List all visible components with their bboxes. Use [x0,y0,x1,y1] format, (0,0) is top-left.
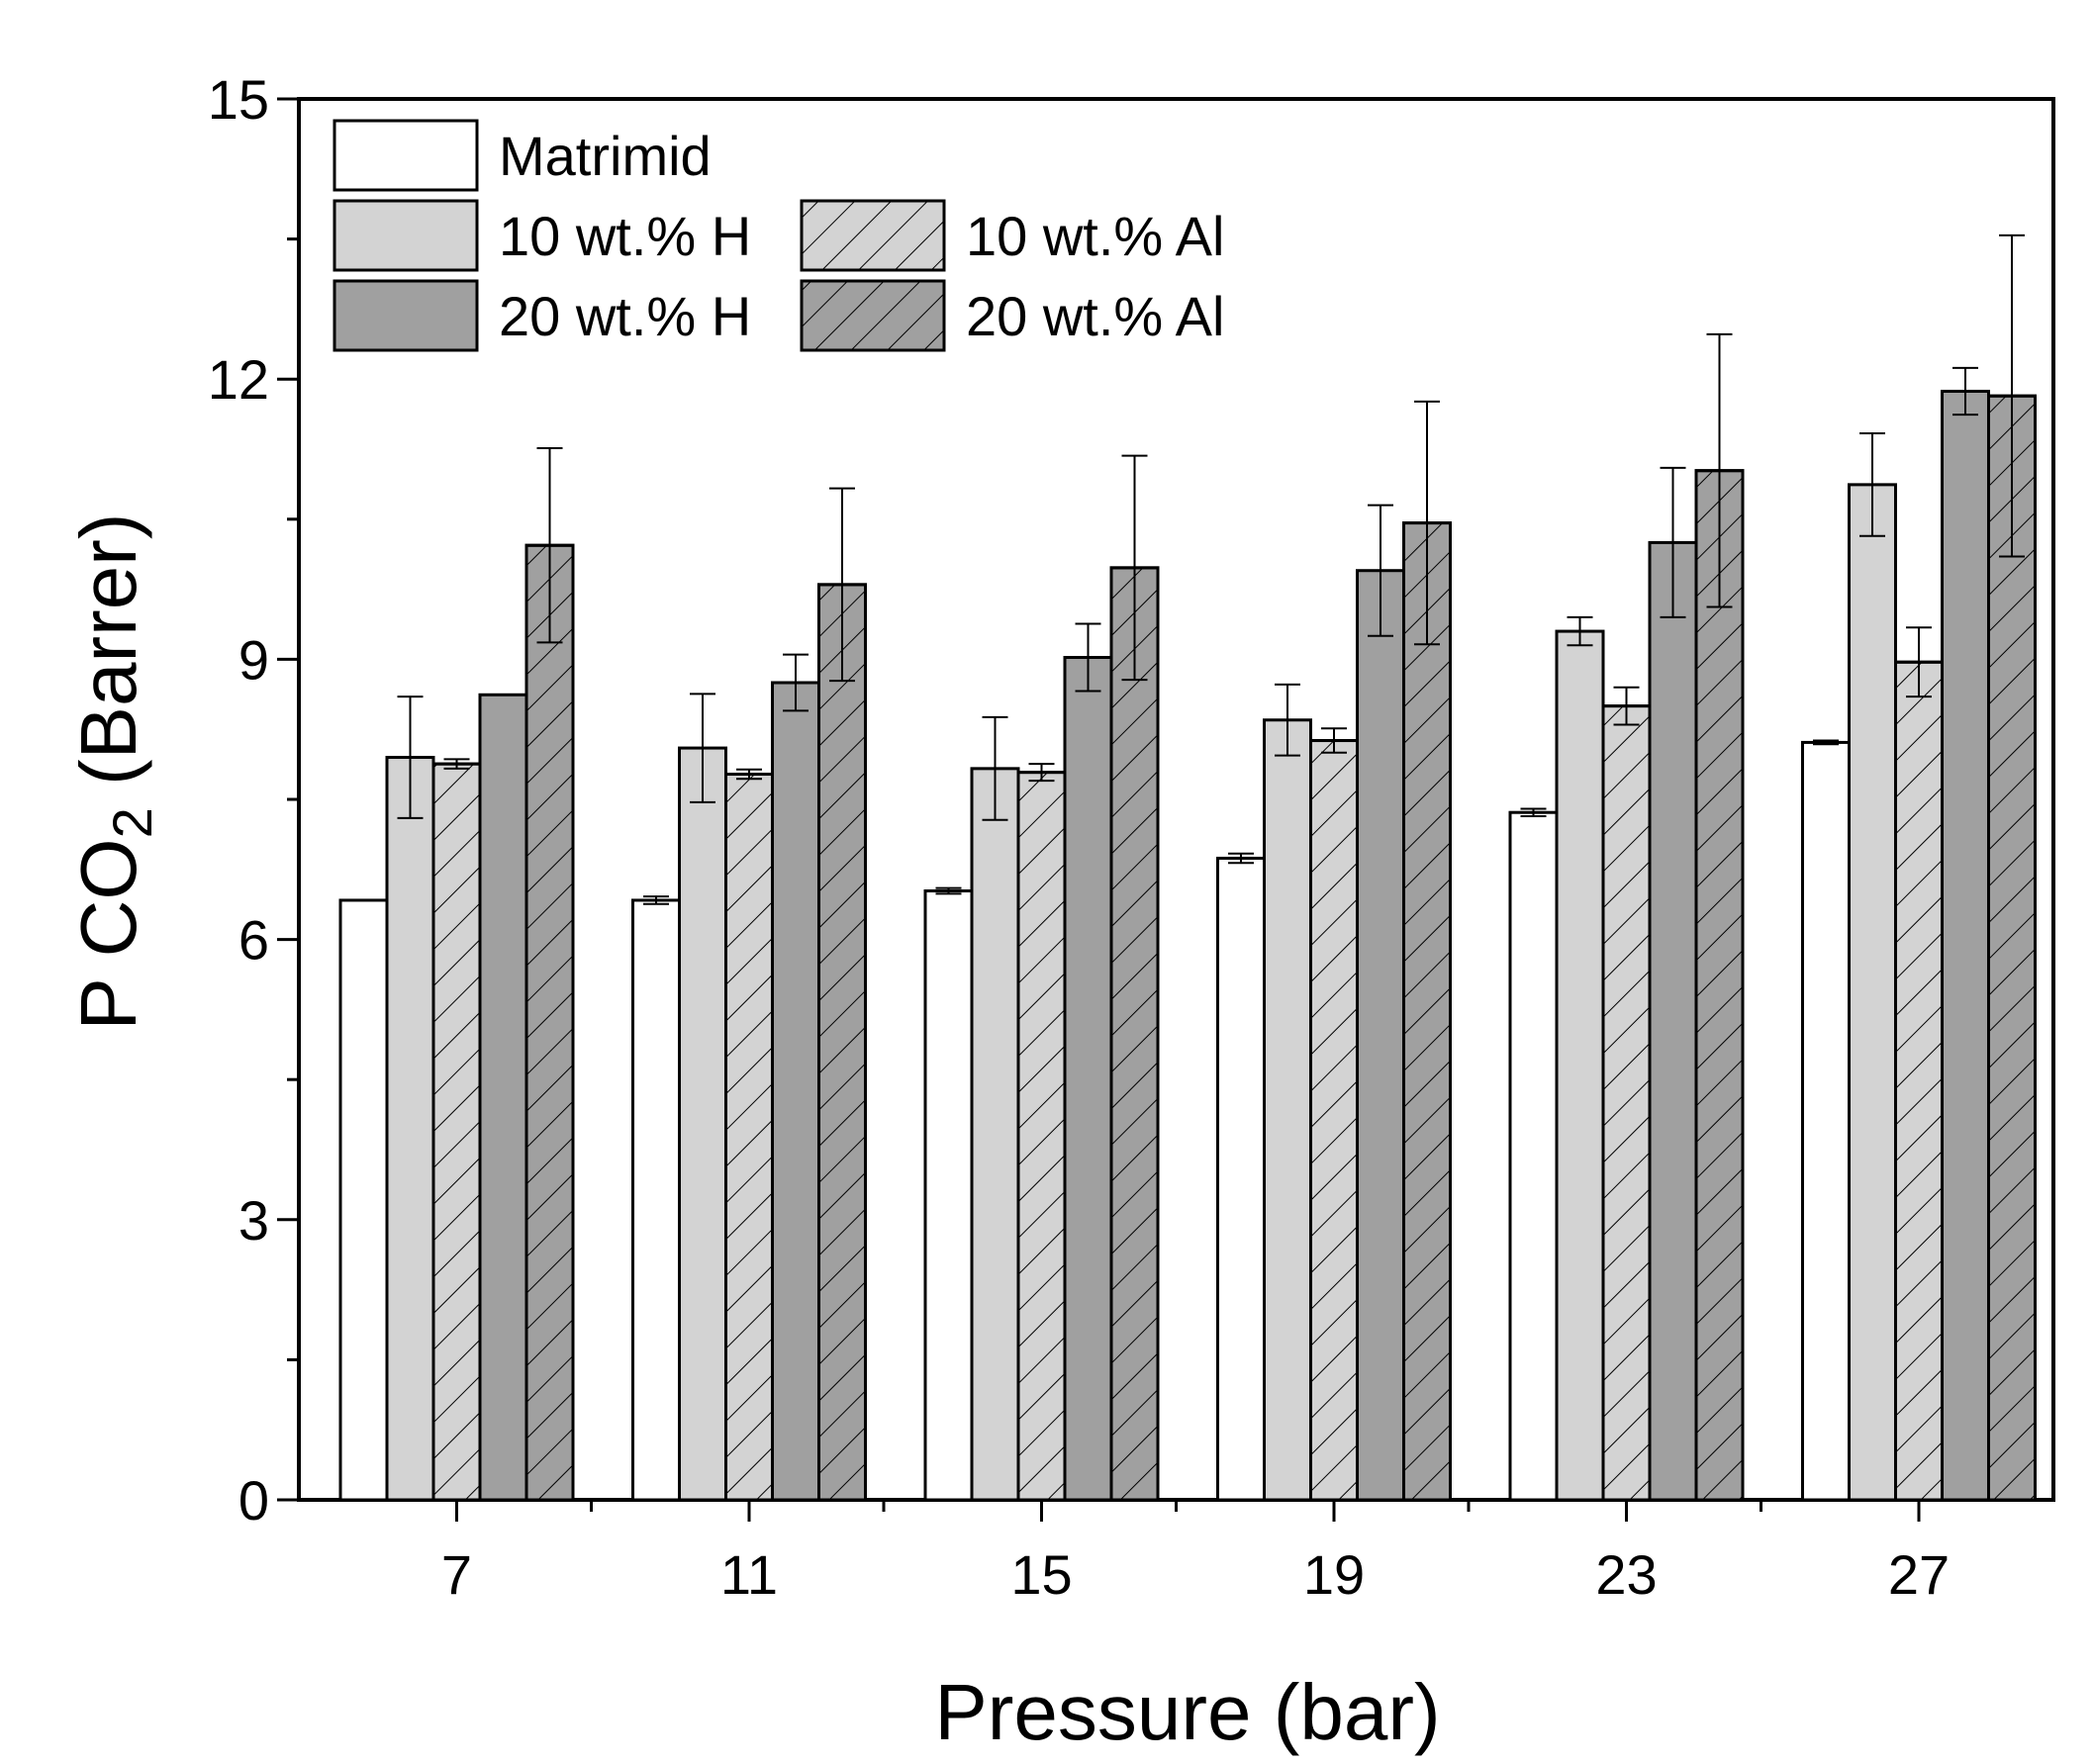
bar-hatch [1987,394,2037,1502]
legend-label: 10 wt.% H [499,205,751,267]
bar-hatch [431,762,482,1502]
y-tick-label: 6 [238,909,269,972]
legend-swatch [333,199,479,272]
bar-hatch [1309,739,1359,1502]
y-axis-title: P CO2 (Barrer) [64,512,163,1030]
bars-layer [338,233,2037,1502]
bar-hatch [1694,469,1745,1502]
y-tick-label: 15 [208,68,269,131]
bar [678,746,727,1502]
bar [385,756,435,1502]
bar [1555,629,1605,1502]
legend: Matrimid 10 wt.% H 10 wt.% Al 20 wt.% H 20 w… [333,119,1224,352]
y-tick-label: 12 [208,348,269,411]
bar [1216,856,1266,1502]
x-axis-title: Pressure (bar) [934,1668,1440,1756]
bar [1941,389,1990,1502]
bar [478,693,528,1502]
y-axis-title-suffix: (Barrer) [64,512,152,807]
legend-swatch-hatch [800,279,946,352]
legend-swatch [333,119,479,192]
bar [1263,718,1312,1502]
bar [1508,810,1559,1502]
bar [1356,569,1405,1502]
bar [970,767,1020,1502]
bar [631,898,681,1502]
legend-label: 20 wt.% H [499,285,751,347]
y-tick-label: 3 [238,1189,269,1252]
bar-hatch [1894,660,1944,1502]
y-axis-title-subscript: 2 [101,807,163,838]
bar-hatch [524,543,575,1502]
bar-hatch [1016,771,1067,1502]
y-tick-label: 9 [238,628,269,691]
x-tick-label: 11 [720,1543,778,1606]
legend-label: 20 wt.% Al [966,285,1224,347]
bar [923,889,974,1502]
bar [771,681,820,1502]
bar-hatch [817,583,867,1502]
bar [1801,740,1851,1502]
legend-swatch-hatch [800,199,946,272]
bar [1063,656,1113,1502]
x-tick-label: 15 [1010,1543,1072,1606]
x-tick-label: 19 [1303,1543,1365,1606]
y-axis-title-prefix: P CO [64,838,152,1030]
x-tick-label: 7 [441,1543,472,1606]
x-tick-label: 27 [1888,1543,1950,1606]
bar-hatch [724,773,774,1502]
bar [338,898,389,1502]
axes-layer: 0 3 6 9 12 15 7 11 15 19 23 27 [208,68,1950,1606]
bar-hatch [1109,566,1160,1502]
bar [1648,540,1698,1502]
bar-hatch [1601,704,1652,1502]
legend-label: Matrimid [499,125,712,187]
legend-swatch [333,279,479,352]
legend-label: 10 wt.% Al [966,205,1224,267]
y-tick-label: 0 [238,1469,269,1532]
bar-hatch [1402,521,1452,1502]
bar [1848,483,1897,1502]
x-tick-label: 23 [1595,1543,1657,1606]
